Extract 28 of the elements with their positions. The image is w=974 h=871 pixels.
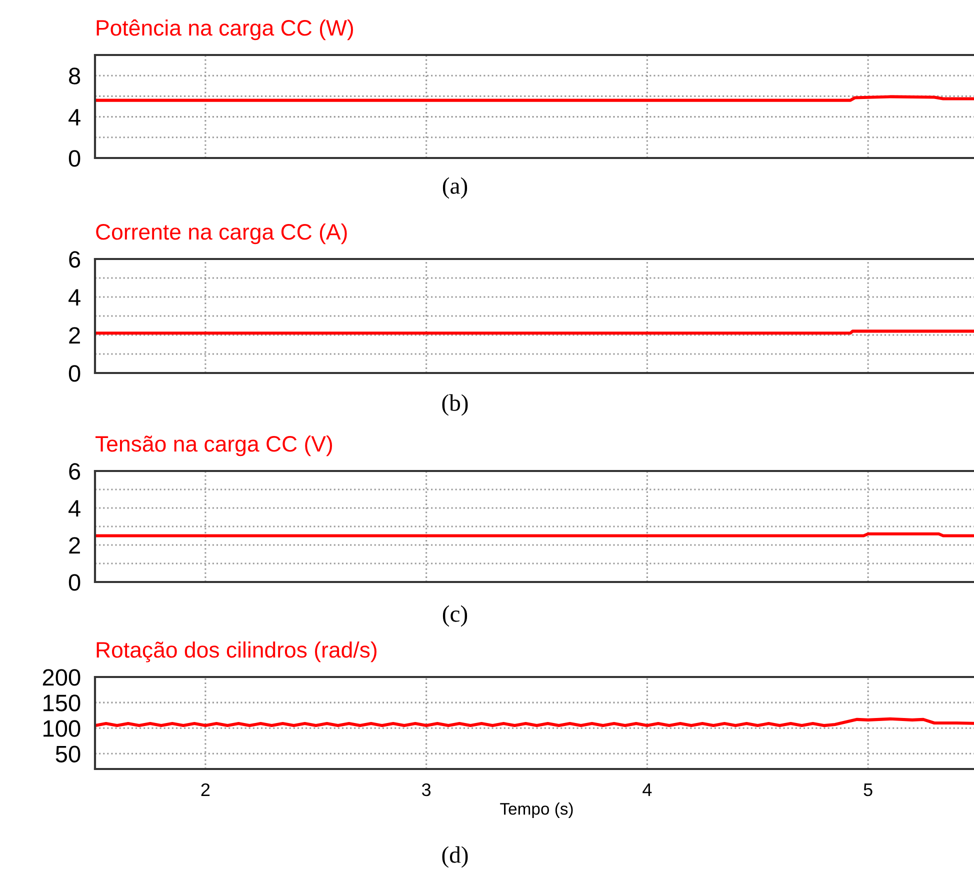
y-tick-label: 6 (69, 463, 80, 480)
text: (c) (442, 605, 468, 627)
x-axis-title: Tempo (s) (500, 802, 573, 818)
text: (d) (442, 846, 468, 868)
x-tick-label: 3 (422, 783, 431, 796)
y-tick-label: 4 (68, 500, 80, 517)
y-tick-label: 0 (68, 574, 80, 591)
y-tick-label: 0 (68, 365, 80, 382)
chart-title: Rotação dos cilindros (rad/s) (96, 641, 376, 662)
y-tick-label: 6 (69, 251, 80, 268)
chart-title: Potência na carga CC (W) (96, 19, 353, 40)
y-tick-label: 2 (69, 537, 80, 554)
x-tick-label: 2 (201, 783, 210, 796)
x-tick-label: 4 (642, 784, 652, 796)
text: (b) (442, 394, 468, 416)
y-tick-label: 4 (68, 109, 80, 126)
y-tick-label: 0 (68, 150, 80, 167)
text: (a) (442, 177, 468, 199)
x-tick-label: 5 (864, 784, 872, 796)
y-tick-label: 150 (44, 694, 80, 712)
y-tick-label: 200 (42, 669, 80, 686)
chart-title: Corrente na carga CC (A) (96, 223, 347, 244)
y-tick-label: 2 (69, 327, 80, 344)
y-tick-label: 4 (68, 289, 80, 306)
y-tick-label: 50 (56, 746, 80, 762)
y-tick-label: 100 (44, 720, 80, 737)
chart-title: Tensão na carga CC (V) (96, 435, 332, 456)
y-tick-label: 8 (69, 68, 80, 84)
